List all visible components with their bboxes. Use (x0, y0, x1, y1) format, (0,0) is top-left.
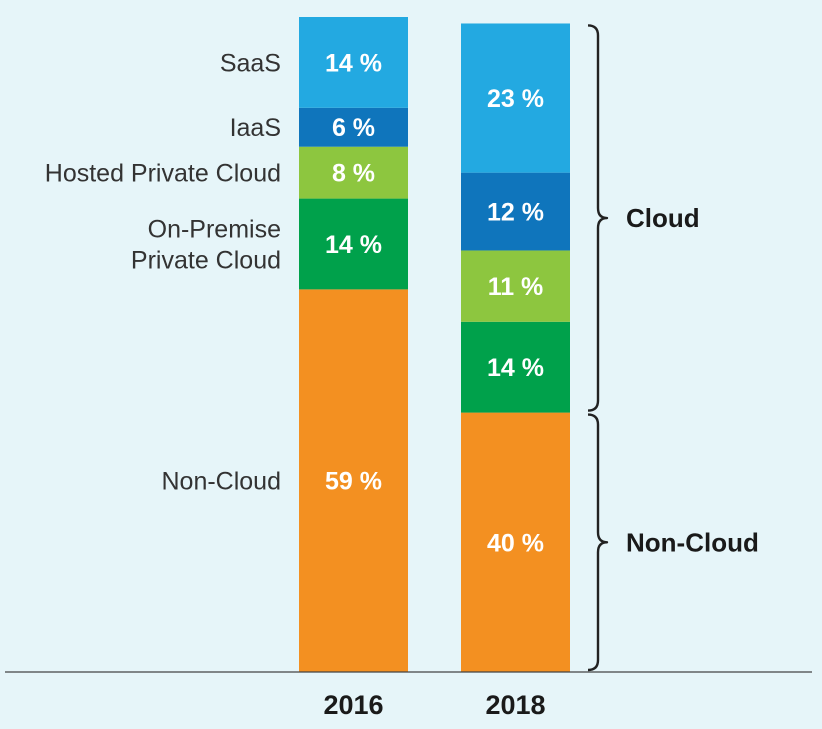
group-label-cloud: Cloud (626, 203, 700, 233)
group-brace-non-cloud (587, 413, 609, 672)
bar-segment-hosted-private-cloud-2018 (461, 250, 570, 322)
category-label-on-premise-private-cloud-line-2: Private Cloud (131, 246, 281, 274)
x-tick-label-2018: 2018 (485, 690, 545, 720)
category-label-iaas: IaaS (230, 114, 281, 142)
bar-segment-iaas-2018 (461, 172, 570, 251)
value-label-non-cloud-2016: 59 % (325, 468, 382, 496)
value-label-iaas-2018: 12 % (487, 199, 544, 227)
bar-segment-hosted-private-cloud-2016 (299, 146, 408, 199)
bar-segment-non-cloud-2018 (461, 412, 570, 672)
category-label-hosted-private-cloud: Hosted Private Cloud (45, 160, 281, 188)
bar-segment-iaas-2016 (299, 107, 408, 147)
value-label-iaas-2016: 6 % (332, 114, 375, 142)
value-label-non-cloud-2018: 40 % (487, 529, 544, 557)
group-brace-cloud (587, 24, 609, 412)
bar-segment-saas-2016 (299, 17, 408, 108)
value-label-saas-2018: 23 % (487, 85, 544, 113)
x-tick-label-2016: 2016 (323, 690, 383, 720)
bar-segment-non-cloud-2016 (299, 289, 408, 672)
value-label-saas-2016: 14 % (325, 49, 382, 77)
category-label-saas: SaaS (220, 49, 281, 77)
value-label-hosted-private-cloud-2016: 8 % (332, 160, 375, 188)
category-label-on-premise-private-cloud-line-1: On-Premise (148, 215, 281, 243)
bar-segment-on-premise-private-cloud-2018 (461, 321, 570, 413)
value-label-on-premise-private-cloud-2018: 14 % (487, 354, 544, 382)
group-label-non-cloud: Non-Cloud (626, 527, 759, 557)
bar-segment-saas-2018 (461, 23, 570, 173)
value-label-hosted-private-cloud-2018: 11 % (488, 273, 544, 301)
bar-segment-on-premise-private-cloud-2016 (299, 198, 408, 290)
category-label-non-cloud: Non-Cloud (161, 468, 281, 496)
value-label-on-premise-private-cloud-2016: 14 % (325, 231, 382, 259)
